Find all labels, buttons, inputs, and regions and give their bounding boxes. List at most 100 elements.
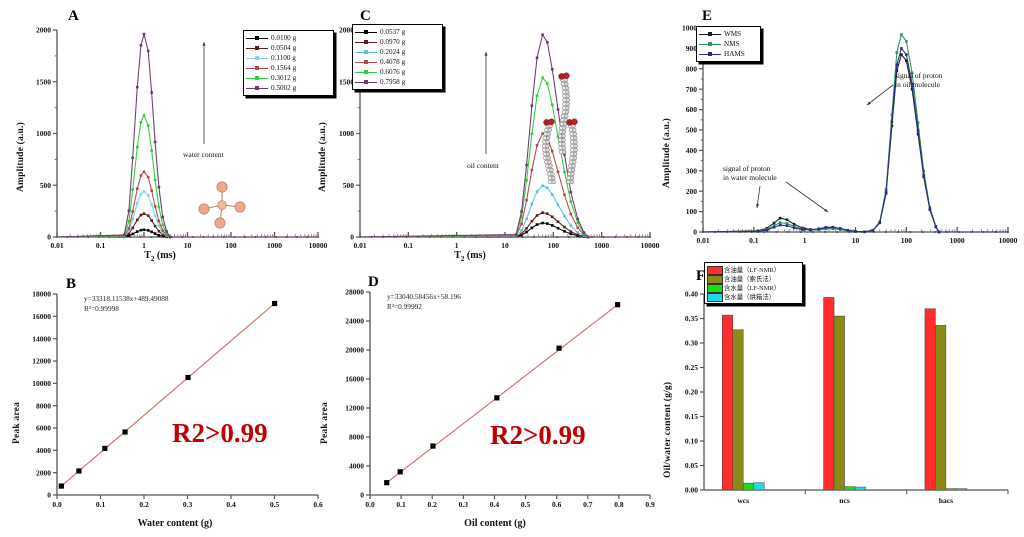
series-marker [871,229,875,232]
panel-a-plot: 0 500 1000 1500 2000 0.01 0.1 1 10 100 1000 10000 [36,26,328,250]
legend-label: WMS [724,30,742,38]
molecule-atom [562,125,567,131]
legend-line-marker-icon [246,64,268,72]
x-tick-label: 0.0 [52,500,62,509]
legend-item[interactable]: 0.0970 g [355,37,439,47]
y-tick-label: 800 [686,64,698,73]
baseline-marker [139,236,142,238]
x-tick-label: 0.4 [226,500,236,509]
data-point [76,468,82,474]
series-marker [131,210,135,213]
legend-item[interactable]: WMS [699,29,757,39]
water-molecule-icon [198,181,246,229]
baseline-marker [637,236,640,238]
y-tick-label: 0.25 [685,363,698,372]
series-marker [792,225,796,228]
molecule-atom [565,93,570,99]
series-marker [161,215,165,219]
series-marker [778,216,782,220]
baseline-marker [317,236,319,238]
y-tick-label: 24000 [345,317,364,326]
legend-item[interactable]: 0.0504 g [246,43,330,53]
y-tick-label: 16000 [345,375,364,384]
x-tick-label: 10000 [641,241,660,250]
data-point [58,483,64,489]
series-marker [535,214,539,217]
series-marker [131,217,135,221]
x-tick-label: 1000 [950,236,965,245]
molecule-atom [573,139,578,145]
baseline-marker [428,236,431,238]
y-tick-label: 0.35 [685,314,698,323]
series-marker [916,121,920,125]
series-line-2 [359,185,650,238]
molecule-atom [545,139,550,145]
x-tick-label: 0.6 [552,500,562,509]
series-marker [785,218,789,222]
series-line-3 [359,132,650,238]
legend-item[interactable]: 0.0537 g [355,27,439,37]
series-marker [785,224,789,227]
series-marker [150,91,153,94]
legend-item[interactable]: HAMS [699,49,757,59]
legend-line-marker-icon [246,84,268,92]
baseline-marker [836,231,838,233]
baseline-marker [946,231,948,233]
x-tick-label: 0.01 [696,236,709,245]
legend-item[interactable]: NMS [699,39,757,49]
panel-e-water-arrow-2-head [824,208,828,212]
molecule-atom [214,217,226,229]
series-line-4 [56,114,318,238]
y-tick-label: 0 [693,228,697,237]
legend-item[interactable]: 0.0100 g [246,33,330,43]
legend-item[interactable]: 0.1564 g [246,63,330,73]
legend-item[interactable]: 0.3012 g [246,73,330,83]
baseline-marker [799,231,802,233]
molecule-atom [198,203,210,215]
series-marker [139,120,143,124]
legend-line-marker-icon [246,74,268,82]
y-tick-label: 700 [686,85,698,94]
series-marker [878,221,882,224]
panel-a-letter: A [68,8,79,24]
bar [844,486,856,491]
bar [823,297,835,491]
y-tick-label: 12000 [345,404,364,413]
panel-a: A Amplitude (a.u.) T2 (ms) 0 500 1000 1500 2… [0,0,340,268]
legend-item[interactable]: 0.4078 g [355,57,439,67]
y-tick-label: 1000 [339,129,354,138]
molecule-atom [545,147,550,153]
legend-line-marker-icon [355,58,377,66]
baseline-marker [498,236,500,238]
legend-label: 含油量（LF-NMR） [724,267,781,274]
y-tick-label: 16000 [32,312,51,321]
baseline-marker [909,231,912,233]
y-tick-label: 500 [686,126,698,135]
legend-label: 0.7958 g [380,78,406,86]
legend-item[interactable]: 含油量（索氏法） [707,274,799,284]
series-marker [556,170,560,174]
legend-line-marker-icon [355,78,377,86]
panel-e-oil-arrow-head [867,101,871,105]
legend-item[interactable]: 0.6076 g [355,67,439,77]
y-tick-label: 10000 [32,379,51,388]
panel-e-water-annotation: signal of proton in water molecule [723,164,777,182]
molecule-atom [561,129,566,135]
legend-item[interactable]: 0.5002 g [246,83,330,93]
legend-item[interactable]: 含水量（LF-NMR） [707,283,799,293]
x-tick-label: 0.5 [270,500,280,509]
panel-a-trend-arrow-head [202,42,206,46]
legend-item[interactable]: 0.7958 g [355,77,439,87]
baseline-marker [591,236,593,238]
x-tick-label: 1 [142,241,146,250]
series-marker [545,82,549,85]
legend-item[interactable]: 0.1100 g [246,53,330,63]
series-marker [778,221,782,224]
legend-item[interactable]: 0.2024 g [355,47,439,57]
legend-item[interactable]: 含油量（LF-NMR） [707,265,799,275]
series-marker [772,226,776,229]
molecule-atom [561,133,566,139]
legend-label: 0.0537 g [380,28,406,36]
series-marker [545,186,549,190]
legend-item[interactable]: 含水量（烘箱法） [707,292,799,302]
